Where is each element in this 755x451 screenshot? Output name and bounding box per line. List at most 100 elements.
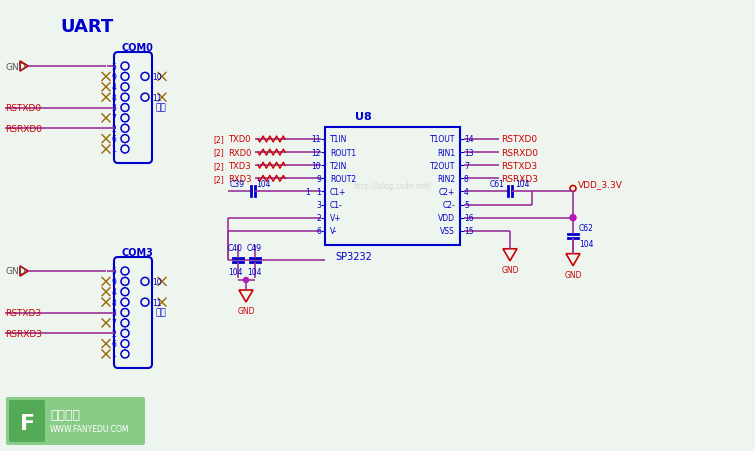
Text: 6: 6 xyxy=(111,135,116,144)
Text: [2]: [2] xyxy=(213,135,223,144)
Text: [2]: [2] xyxy=(213,148,223,157)
Text: C62: C62 xyxy=(579,224,594,233)
Text: GND: GND xyxy=(501,265,519,274)
Text: 1: 1 xyxy=(305,188,310,197)
Text: 104: 104 xyxy=(247,268,261,277)
Text: 3: 3 xyxy=(111,104,116,113)
Text: 4: 4 xyxy=(111,288,116,297)
Text: GND: GND xyxy=(5,267,26,276)
Text: 6: 6 xyxy=(316,227,321,236)
Text: T2IN: T2IN xyxy=(330,161,347,170)
Text: C39: C39 xyxy=(230,179,245,189)
Text: 1: 1 xyxy=(111,145,116,154)
Text: RIN1: RIN1 xyxy=(437,148,455,157)
Text: 2: 2 xyxy=(111,329,116,338)
Text: 5: 5 xyxy=(464,201,469,210)
Text: RXD0: RXD0 xyxy=(228,148,251,157)
Text: T2OUT: T2OUT xyxy=(430,161,455,170)
Text: 4: 4 xyxy=(464,188,469,197)
Text: 2: 2 xyxy=(111,124,116,133)
Text: VDD: VDD xyxy=(438,214,455,223)
Text: 7: 7 xyxy=(111,319,116,327)
Text: GND: GND xyxy=(564,270,582,279)
Text: UART: UART xyxy=(60,18,113,36)
Text: 15: 15 xyxy=(464,227,473,236)
Text: COM0: COM0 xyxy=(121,43,153,53)
Text: C2+: C2+ xyxy=(439,188,455,197)
Text: 104: 104 xyxy=(579,239,593,249)
Text: RXD3: RXD3 xyxy=(228,175,251,184)
Text: 7: 7 xyxy=(464,161,469,170)
Text: RSTXD0: RSTXD0 xyxy=(5,104,41,113)
Text: C1+: C1+ xyxy=(330,188,347,197)
Text: 公坐: 公坐 xyxy=(156,103,167,112)
Text: [2]: [2] xyxy=(213,175,223,184)
Text: GND: GND xyxy=(237,306,254,315)
Text: 10: 10 xyxy=(152,73,162,82)
Text: 10: 10 xyxy=(311,161,321,170)
Text: 14: 14 xyxy=(464,135,473,144)
Text: 12: 12 xyxy=(312,148,321,157)
Text: 4: 4 xyxy=(111,83,116,92)
Circle shape xyxy=(570,215,576,221)
Text: [2]: [2] xyxy=(213,161,223,170)
Text: 9: 9 xyxy=(316,175,321,184)
Text: V+: V+ xyxy=(330,214,341,223)
Text: RIN2: RIN2 xyxy=(437,175,455,184)
Text: 104: 104 xyxy=(515,179,529,189)
Text: TXD0: TXD0 xyxy=(228,135,251,144)
Text: http://blog.csdn.net/: http://blog.csdn.net/ xyxy=(353,182,431,191)
Text: 104: 104 xyxy=(228,268,242,277)
Text: C2-: C2- xyxy=(442,201,455,210)
Text: 13: 13 xyxy=(464,148,473,157)
Text: U8: U8 xyxy=(355,112,371,122)
Text: WWW.FANYEDU.COM: WWW.FANYEDU.COM xyxy=(50,424,130,433)
Text: RSRXD0: RSRXD0 xyxy=(501,148,538,157)
Text: RSTXD0: RSTXD0 xyxy=(501,135,537,144)
Text: 11: 11 xyxy=(312,135,321,144)
Text: 1: 1 xyxy=(316,188,321,197)
Text: RSTXD3: RSTXD3 xyxy=(501,161,537,170)
FancyBboxPatch shape xyxy=(9,400,45,442)
Text: T1IN: T1IN xyxy=(330,135,347,144)
Text: C1-: C1- xyxy=(330,201,343,210)
Text: 9: 9 xyxy=(111,277,116,286)
Text: GND: GND xyxy=(5,62,26,71)
Circle shape xyxy=(244,278,248,283)
Text: 7: 7 xyxy=(111,114,116,123)
Text: V-: V- xyxy=(330,227,337,236)
Text: RSRXD0: RSRXD0 xyxy=(5,124,42,133)
Text: 8: 8 xyxy=(464,175,469,184)
Text: ROUT2: ROUT2 xyxy=(330,175,356,184)
Text: RSRXD3: RSRXD3 xyxy=(5,329,42,338)
Text: SP3232: SP3232 xyxy=(335,252,372,262)
Text: C40: C40 xyxy=(228,244,243,253)
Bar xyxy=(325,128,460,245)
Text: C61: C61 xyxy=(490,179,505,189)
Text: 104: 104 xyxy=(256,179,270,189)
Text: 3: 3 xyxy=(111,308,116,318)
Text: F: F xyxy=(20,413,35,433)
Text: C49: C49 xyxy=(247,244,262,253)
FancyBboxPatch shape xyxy=(6,397,145,445)
Text: VSS: VSS xyxy=(440,227,455,236)
Text: 8: 8 xyxy=(111,298,116,307)
Text: 3: 3 xyxy=(316,201,321,210)
Text: 9: 9 xyxy=(111,73,116,82)
Text: 2: 2 xyxy=(316,214,321,223)
Text: 10: 10 xyxy=(152,277,162,286)
Text: 5: 5 xyxy=(111,267,116,276)
Text: 6: 6 xyxy=(111,339,116,348)
Text: 16: 16 xyxy=(464,214,473,223)
Text: 8: 8 xyxy=(111,93,116,102)
Text: VDD_3.3V: VDD_3.3V xyxy=(578,179,623,189)
Text: 11: 11 xyxy=(152,93,162,102)
Text: 公坐: 公坐 xyxy=(156,308,167,317)
Text: RSRXD3: RSRXD3 xyxy=(501,175,538,184)
Text: 5: 5 xyxy=(111,62,116,71)
Text: 凡亿教育: 凡亿教育 xyxy=(50,409,80,422)
Text: TXD3: TXD3 xyxy=(228,161,251,170)
Text: T1OUT: T1OUT xyxy=(430,135,455,144)
Text: 11: 11 xyxy=(152,298,162,307)
Text: COM3: COM3 xyxy=(121,248,153,258)
